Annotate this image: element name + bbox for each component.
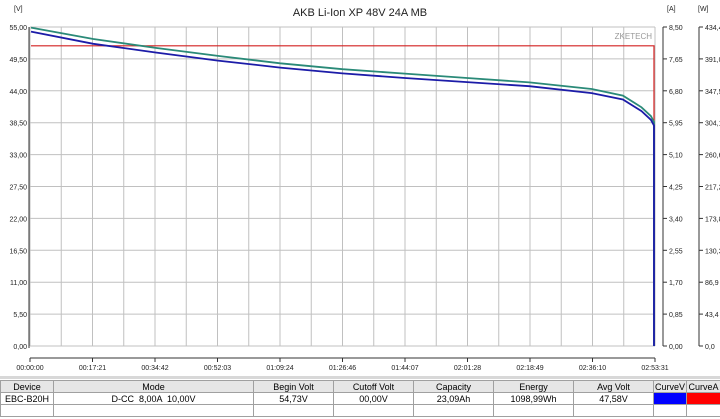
divider (0, 376, 720, 379)
cell-capacity: 23,09Ah (413, 392, 494, 405)
header-mode: Mode (53, 380, 254, 393)
y-tick-label-power: 173,8 (705, 216, 720, 223)
y-tick-label-voltage: 38,50 (9, 121, 27, 128)
header-energy: Energy (493, 380, 574, 393)
x-tick-label: 01:09:24 (266, 365, 293, 372)
header-curve-v: CurveV (653, 380, 687, 393)
cell-begin-volt: 54,73V (253, 392, 334, 405)
y-tick-label-power: 217,2 (705, 185, 720, 192)
x-tick-label: 02:36:10 (579, 365, 606, 372)
chart-title: AKB Li-Ion XP 48V 24A MB (293, 7, 427, 19)
x-tick-label: 02:01:28 (454, 365, 481, 372)
table-header-row: Device Mode Begin Volt Cutoff Volt Capac… (0, 380, 720, 393)
y-tick-label-current: 6,80 (669, 89, 683, 96)
x-tick-label: 02:18:49 (516, 365, 543, 372)
x-tick-label: 00:34:42 (141, 365, 168, 372)
header-capacity: Capacity (413, 380, 494, 393)
table-row[interactable]: EBC-B20H D-CC 8,00A 10,00V 54,73V 00,00V… (0, 392, 720, 405)
header-device: Device (0, 380, 54, 393)
header-cutoff-volt: Cutoff Volt (333, 380, 414, 393)
x-tick-label: 02:53:31 (641, 365, 668, 372)
cell-energy: 1098,99Wh (493, 392, 574, 405)
curve-v-color-swatch[interactable] (653, 392, 687, 405)
summary-table: Device Mode Begin Volt Cutoff Volt Capac… (0, 380, 720, 417)
y-axis-left-unit: [V] (14, 6, 23, 13)
y-tick-label-voltage: 55,00 (9, 25, 27, 32)
y-tick-label-voltage: 27,50 (9, 185, 27, 192)
watermark: ZKETECH (615, 32, 653, 41)
curve-a-color-swatch[interactable] (686, 392, 720, 405)
y-tick-label-voltage: 22,00 (9, 216, 27, 223)
y-tick-label-power: 130,3 (705, 248, 720, 255)
y-tick-label-current: 0,85 (669, 312, 683, 319)
x-tick-label: 01:26:46 (329, 365, 356, 372)
header-avg-volt: Avg Volt (573, 380, 654, 393)
y-tick-label-current: 5,95 (669, 121, 683, 128)
cell-cutoff-volt: 00,00V (333, 392, 414, 405)
y-tick-label-power: 43,4 (705, 312, 719, 319)
x-tick-label: 01:44:07 (391, 365, 418, 372)
y-tick-label-power: 86,9 (705, 280, 719, 287)
y-tick-label-voltage: 5,50 (13, 312, 27, 319)
y-tick-label-current: 0,00 (669, 344, 683, 351)
chart: AKB Li-Ion XP 48V 24A MB ZKETECH [V] [A] [W]… (9, 6, 720, 372)
series-line-power (30, 26, 655, 346)
y-tick-label-power: 0,0 (705, 344, 715, 351)
series-line-voltage (30, 30, 655, 346)
y-tick-label-current: 2,55 (669, 248, 683, 255)
y-tick-label-power: 391,0 (705, 57, 720, 64)
y-tick-label-voltage: 33,00 (9, 153, 27, 160)
cell-avg-volt: 47,58V (573, 392, 654, 405)
x-tick-label: 00:00:00 (16, 365, 43, 372)
y-tick-label-voltage: 11,00 (10, 280, 27, 287)
x-tick-label: 00:52:03 (204, 365, 231, 372)
y-tick-label-power: 304,1 (705, 121, 720, 128)
y-tick-label-current: 1,70 (669, 280, 683, 287)
y-tick-label-current: 5,10 (669, 153, 683, 160)
header-curve-a: CurveA (686, 380, 720, 393)
x-tick-label: 00:17:21 (79, 365, 106, 372)
y-axis-current-unit: [A] (667, 6, 676, 13)
header-begin-volt: Begin Volt (253, 380, 334, 393)
y-tick-label-power: 434,4 (705, 25, 720, 32)
y-tick-label-voltage: 16,50 (9, 248, 27, 255)
cell-mode: D-CC 8,00A 10,00V (53, 392, 254, 405)
y-tick-label-voltage: 49,50 (9, 57, 27, 64)
y-tick-label-current: 8,50 (669, 25, 683, 32)
cell-device: EBC-B20H (0, 392, 54, 405)
y-tick-label-current: 3,40 (669, 216, 683, 223)
y-axis-power-unit: [W] (698, 6, 709, 13)
y-tick-label-power: 260,6 (705, 153, 720, 160)
y-tick-label-current: 4,25 (669, 185, 683, 192)
table-row-empty (0, 404, 720, 417)
y-tick-label-current: 7,65 (669, 57, 683, 64)
y-tick-label-power: 347,5 (705, 89, 720, 96)
y-tick-label-voltage: 44,00 (9, 89, 27, 96)
y-tick-label-voltage: 0,00 (13, 344, 27, 351)
